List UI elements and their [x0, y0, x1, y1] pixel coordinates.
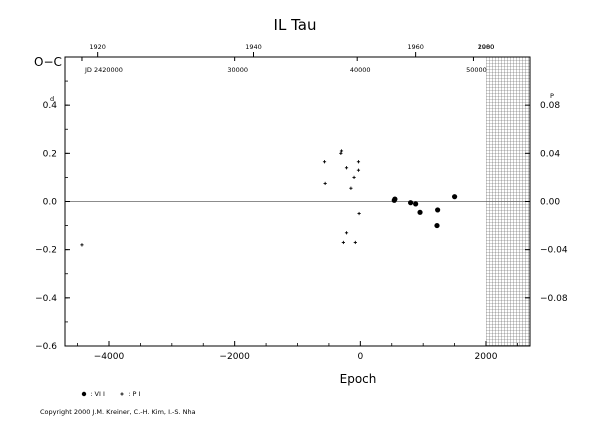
- year-tick-label: 1920: [89, 43, 106, 51]
- x-axis-title: Epoch: [340, 372, 377, 386]
- x-tick-label: 2000: [475, 352, 498, 362]
- year-tick-label: 1940: [245, 43, 262, 51]
- data-point-dot: [451, 194, 458, 200]
- data-point-plus: [356, 168, 361, 172]
- year-tick-label: 2000: [478, 43, 495, 51]
- x-tick-label: −2000: [219, 352, 250, 362]
- data-point-plus: [322, 160, 327, 164]
- data-point-plus: [344, 231, 349, 235]
- jd-tick-label: 40000: [350, 66, 371, 74]
- legend-dot-marker: [81, 391, 87, 397]
- legend: : VI I : P I: [81, 390, 141, 398]
- data-point-plus: [357, 211, 361, 216]
- right-tick-label: 0.04: [540, 149, 560, 159]
- data-point-plus: [356, 160, 361, 164]
- right-tick-label: 0.08: [540, 101, 560, 111]
- x-tick-label: −4000: [94, 352, 125, 362]
- y-tick-label: 0.0: [43, 198, 58, 208]
- jd-tick-label: 30000: [227, 66, 248, 74]
- copyright-text: Copyright 2000 J.M. Kreiner, C.-H. Kim, …: [40, 408, 196, 416]
- y-axis-title: O−C: [34, 55, 62, 69]
- right-tick-label: 0.00: [540, 198, 560, 208]
- chart-title: IL Tau: [274, 16, 317, 34]
- right-axis-unit-superscript: P: [550, 92, 554, 100]
- data-point-dot: [392, 196, 398, 202]
- data-point-plus: [353, 240, 357, 245]
- data-point-plus: [344, 166, 349, 170]
- data-point-dot: [434, 222, 440, 229]
- right-tick-label: −0.08: [540, 294, 568, 304]
- data-point-dot: [408, 200, 414, 206]
- data-point-plus: [339, 149, 344, 153]
- right-tick-label: −0.04: [540, 246, 568, 256]
- data-point-plus: [80, 243, 84, 247]
- year-tick-label: 1960: [407, 43, 424, 51]
- y-tick-label: −0.6: [35, 342, 57, 352]
- data-point-dot: [435, 207, 441, 213]
- data-point-plus: [349, 186, 353, 190]
- data-point-plus: [352, 175, 356, 180]
- y-tick-label: −0.4: [35, 294, 57, 304]
- y-tick-label: 0.4: [43, 101, 58, 111]
- y-axis-unit-superscript: d: [50, 95, 54, 103]
- data-point-dot: [413, 201, 419, 207]
- data-point-dot: [417, 209, 423, 215]
- jd-tick-label: 50000: [466, 66, 487, 74]
- jd-tick-label: JD 2420000: [84, 66, 123, 74]
- data-point-plus: [339, 151, 343, 155]
- year-tick-label: 1980: [478, 43, 495, 51]
- data-point-plus: [341, 240, 345, 245]
- legend-label: : P I: [127, 390, 141, 398]
- y-tick-label: 0.2: [43, 149, 57, 159]
- y-tick-label: −0.2: [35, 246, 57, 256]
- legend-label: : VI I: [89, 390, 105, 398]
- data-point-plus: [323, 181, 327, 186]
- x-tick-label: 0: [357, 352, 363, 362]
